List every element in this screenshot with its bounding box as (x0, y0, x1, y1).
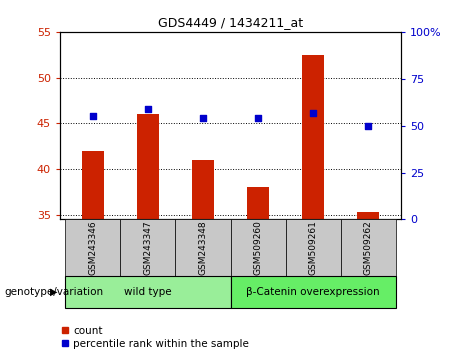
Point (309, 110, 317, 115)
Bar (192, 160, 214, 219)
Text: GSM243347: GSM243347 (143, 221, 153, 275)
Bar (82, 151, 104, 219)
Text: ▶: ▶ (50, 287, 58, 297)
Text: genotype/variation: genotype/variation (5, 287, 104, 297)
Point (199, 115, 207, 121)
Text: GSM243346: GSM243346 (89, 221, 97, 275)
Text: GSM509262: GSM509262 (364, 221, 372, 275)
Text: GSM509261: GSM509261 (308, 220, 318, 275)
Bar (357, 212, 379, 219)
Bar (247, 188, 269, 219)
Point (364, 123, 372, 129)
Text: GSM243348: GSM243348 (199, 221, 207, 275)
Bar (302, 55, 324, 219)
Text: GSM509260: GSM509260 (254, 220, 262, 275)
Legend: count, percentile rank within the sample: count, percentile rank within the sample (60, 326, 249, 349)
Bar (137, 114, 159, 219)
Title: GDS4449 / 1434211_at: GDS4449 / 1434211_at (158, 16, 303, 29)
Point (254, 115, 262, 121)
Text: wild type: wild type (124, 287, 172, 297)
Text: β-Catenin overexpression: β-Catenin overexpression (246, 287, 380, 297)
Point (144, 106, 152, 112)
Point (89, 113, 97, 119)
